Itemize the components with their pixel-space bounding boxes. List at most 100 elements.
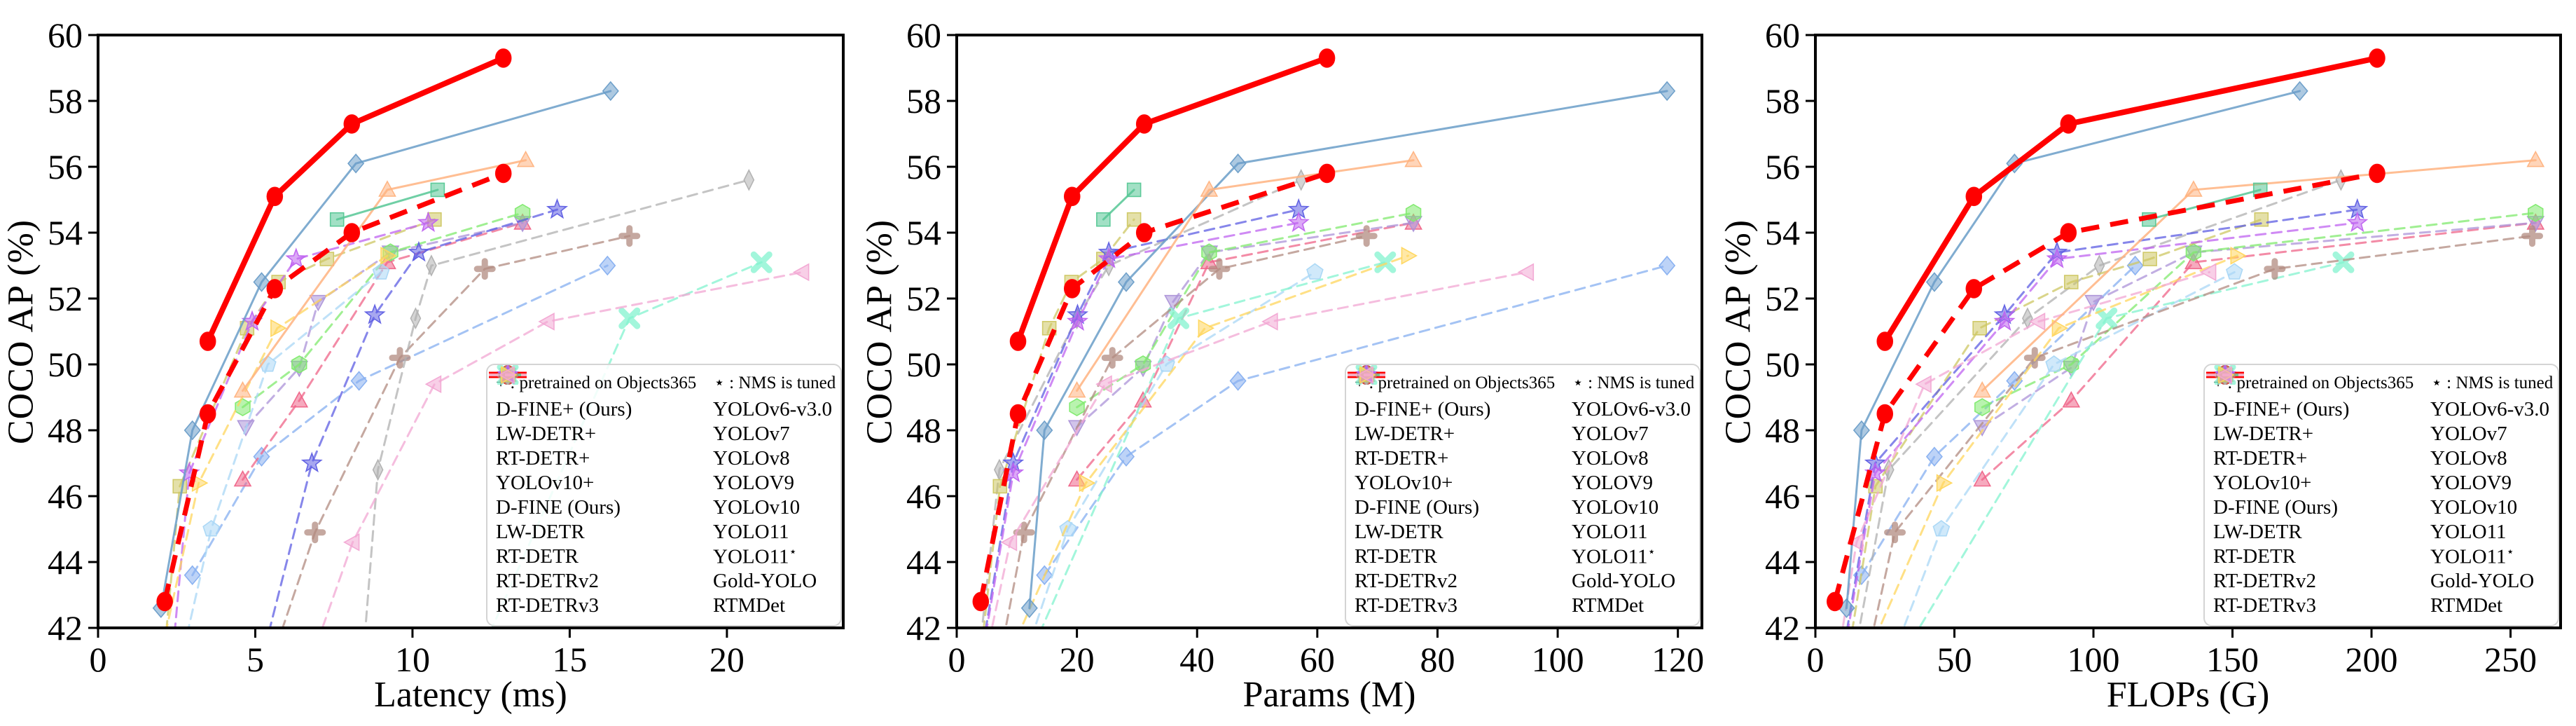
svg-text:15: 15 [552,640,587,679]
svg-text:54: 54 [1765,213,1800,252]
legend-item-d-fine: D-FINE (Ours) [1348,365,1490,520]
series-rtmdet [990,263,1535,628]
legend-label: RT-DETRv3 [496,594,600,617]
svg-text:0: 0 [90,640,107,679]
legend-item-yolov6-v3-0: YOLOv6-v3.0 [489,366,832,422]
legend-label: D-FINE+ (Ours) [2213,398,2350,420]
legend-label: YOLOv10+ [2213,472,2312,494]
legend-item-d-fine-plus: D-FINE+ (Ours) [2206,365,2350,422]
legend-item-yolov9: YOLOV9 [489,365,832,495]
series-lw-detr-plus [152,81,619,619]
svg-text:58: 58 [48,81,83,121]
series-d-fine-plus [1009,48,1336,351]
svg-text:46: 46 [48,477,83,516]
legend-item-rt-detr-plus: RT-DETR+ [1348,365,1490,471]
legend-item-lw-detr-plus: LW-DETR+ [489,365,632,446]
svg-text:50: 50 [906,345,941,384]
legend-label: LW-DETR [1355,521,1443,543]
legend-item-yolo11: YOLO11 [1348,365,1691,544]
svg-text:52: 52 [906,279,941,318]
series-yolo11 [268,198,569,628]
svg-text:80: 80 [1420,640,1455,679]
legend-label: YOLOv6-v3.0 [2430,398,2549,420]
legend-label: YOLOv10 [1572,496,1659,519]
legend-label: YOLOv7 [2430,423,2507,445]
svg-text:54: 54 [48,213,83,252]
legend-label: YOLOv8 [713,447,790,470]
plot-border [97,34,845,629]
svg-text:56: 56 [1765,147,1800,186]
legend-item-rt-detr-plus: RT-DETR+ [489,365,632,471]
series-yolov7 [1041,251,1397,628]
legend-item-yolov10-plus: YOLOv10+ [2206,367,2349,495]
legend-label: YOLOV9 [2430,472,2512,494]
svg-text:48: 48 [906,411,941,450]
legend-label: LW-DETR [496,521,585,543]
x-axis-label-latency: Latency (ms) [374,675,567,715]
series-yolov8 [1872,225,2543,628]
legend-label: YOLO11⋆ [2430,544,2514,568]
svg-text:52: 52 [1765,279,1800,318]
legend-item-d-fine-plus: D-FINE+ (Ours) [489,365,632,422]
series-yolov9 [364,169,755,628]
legend-item-yolov6-v3-0: YOLOv6-v3.0 [1348,366,1691,422]
legend-item-yolov10: YOLOv10 [489,367,832,520]
legend-label: LW-DETR+ [1355,423,1455,445]
legend-note: + : pretrained on Objects365 ⋆ : NMS is … [2213,374,2554,392]
series-d-fine [156,163,512,612]
svg-text:250: 250 [2484,640,2537,679]
legend-item-rt-detr: RT-DETR [1348,365,1490,569]
svg-text:40: 40 [1179,640,1214,679]
legend-item-yolo11-star: YOLO11⋆ [2206,365,2549,569]
legend-item-yolo11-star: YOLO11⋆ [1348,365,1691,569]
legend-label: RT-DETR+ [496,447,590,470]
legend-item-yolov10-plus: YOLOv10+ [489,367,632,495]
legend-label: Gold-YOLO [1572,570,1676,592]
legend-item-lw-detr: LW-DETR [2206,365,2349,544]
legend-label: Gold-YOLO [2430,570,2535,592]
svg-text:60: 60 [1765,15,1800,55]
legend-item-rtmdet: RTMDet [1348,366,1691,618]
legend-item-yolov8: YOLOv8 [2206,365,2549,471]
legend-note: + : pretrained on Objects365 ⋆ : NMS is … [496,374,836,392]
legend-item-rt-detrv3: RT-DETRv3 [489,366,632,618]
legend-label: YOLOv7 [713,423,790,445]
svg-text:42: 42 [906,608,941,648]
legend-label: D-FINE+ (Ours) [1355,398,1491,420]
legend-label: RTMDet [2430,594,2503,617]
legend-box: + : pretrained on Objects365 ⋆ : NMS is … [1345,364,1701,626]
series-gold-yolo [165,247,397,628]
svg-text:60: 60 [1300,640,1335,679]
flops-y-ticks: 42 44 46 48 50 52 54 56 58 60 [1765,15,1815,648]
y-axis-label: COCO AP (%) [859,219,900,444]
legend-item-yolov9: YOLOV9 [2206,365,2549,495]
svg-text:10: 10 [395,640,430,679]
legend-label: D-FINE+ (Ours) [496,398,632,420]
x-axis-label-params: Params (M) [1242,675,1416,715]
svg-text:44: 44 [48,542,83,582]
legend-item-rt-detrv3: RT-DETRv3 [1348,366,1490,618]
latency-x-ticks: 0 5 10 15 20 [90,628,745,679]
series-gold-yolo [1878,247,2247,628]
legend-label: YOLOv6-v3.0 [713,398,832,420]
svg-text:42: 42 [1765,608,1800,648]
legend-item-gold-yolo: Gold-YOLO [1348,366,1691,594]
legend-label: D-FINE (Ours) [2213,496,2338,519]
series-rtmdet [321,263,810,628]
legend-label: LW-DETR+ [2213,423,2314,445]
legend-label: LW-DETR [2213,521,2302,543]
svg-text:58: 58 [1765,81,1800,121]
series-lw-detr [183,255,616,586]
legend-label: YOLO11 [2430,521,2507,543]
legend-item-lw-detr: LW-DETR [489,365,632,544]
legend-item-d-fine-plus: D-FINE+ (Ours) [1348,365,1491,422]
legend-item-rt-detrv2: RT-DETRv2 [1348,368,1490,594]
legend-label: YOLO11⋆ [713,544,797,568]
x-axis-label-flops: FLOPs (G) [2106,675,2270,715]
series-yolov7 [1918,251,2355,628]
legend-item-yolov10-plus: YOLOv10+ [1348,367,1490,495]
legend-item-yolov10: YOLOv10 [1348,367,1691,520]
series-d-fine [1826,163,2385,612]
legend-item-rt-detrv2: RT-DETRv2 [2206,368,2349,594]
